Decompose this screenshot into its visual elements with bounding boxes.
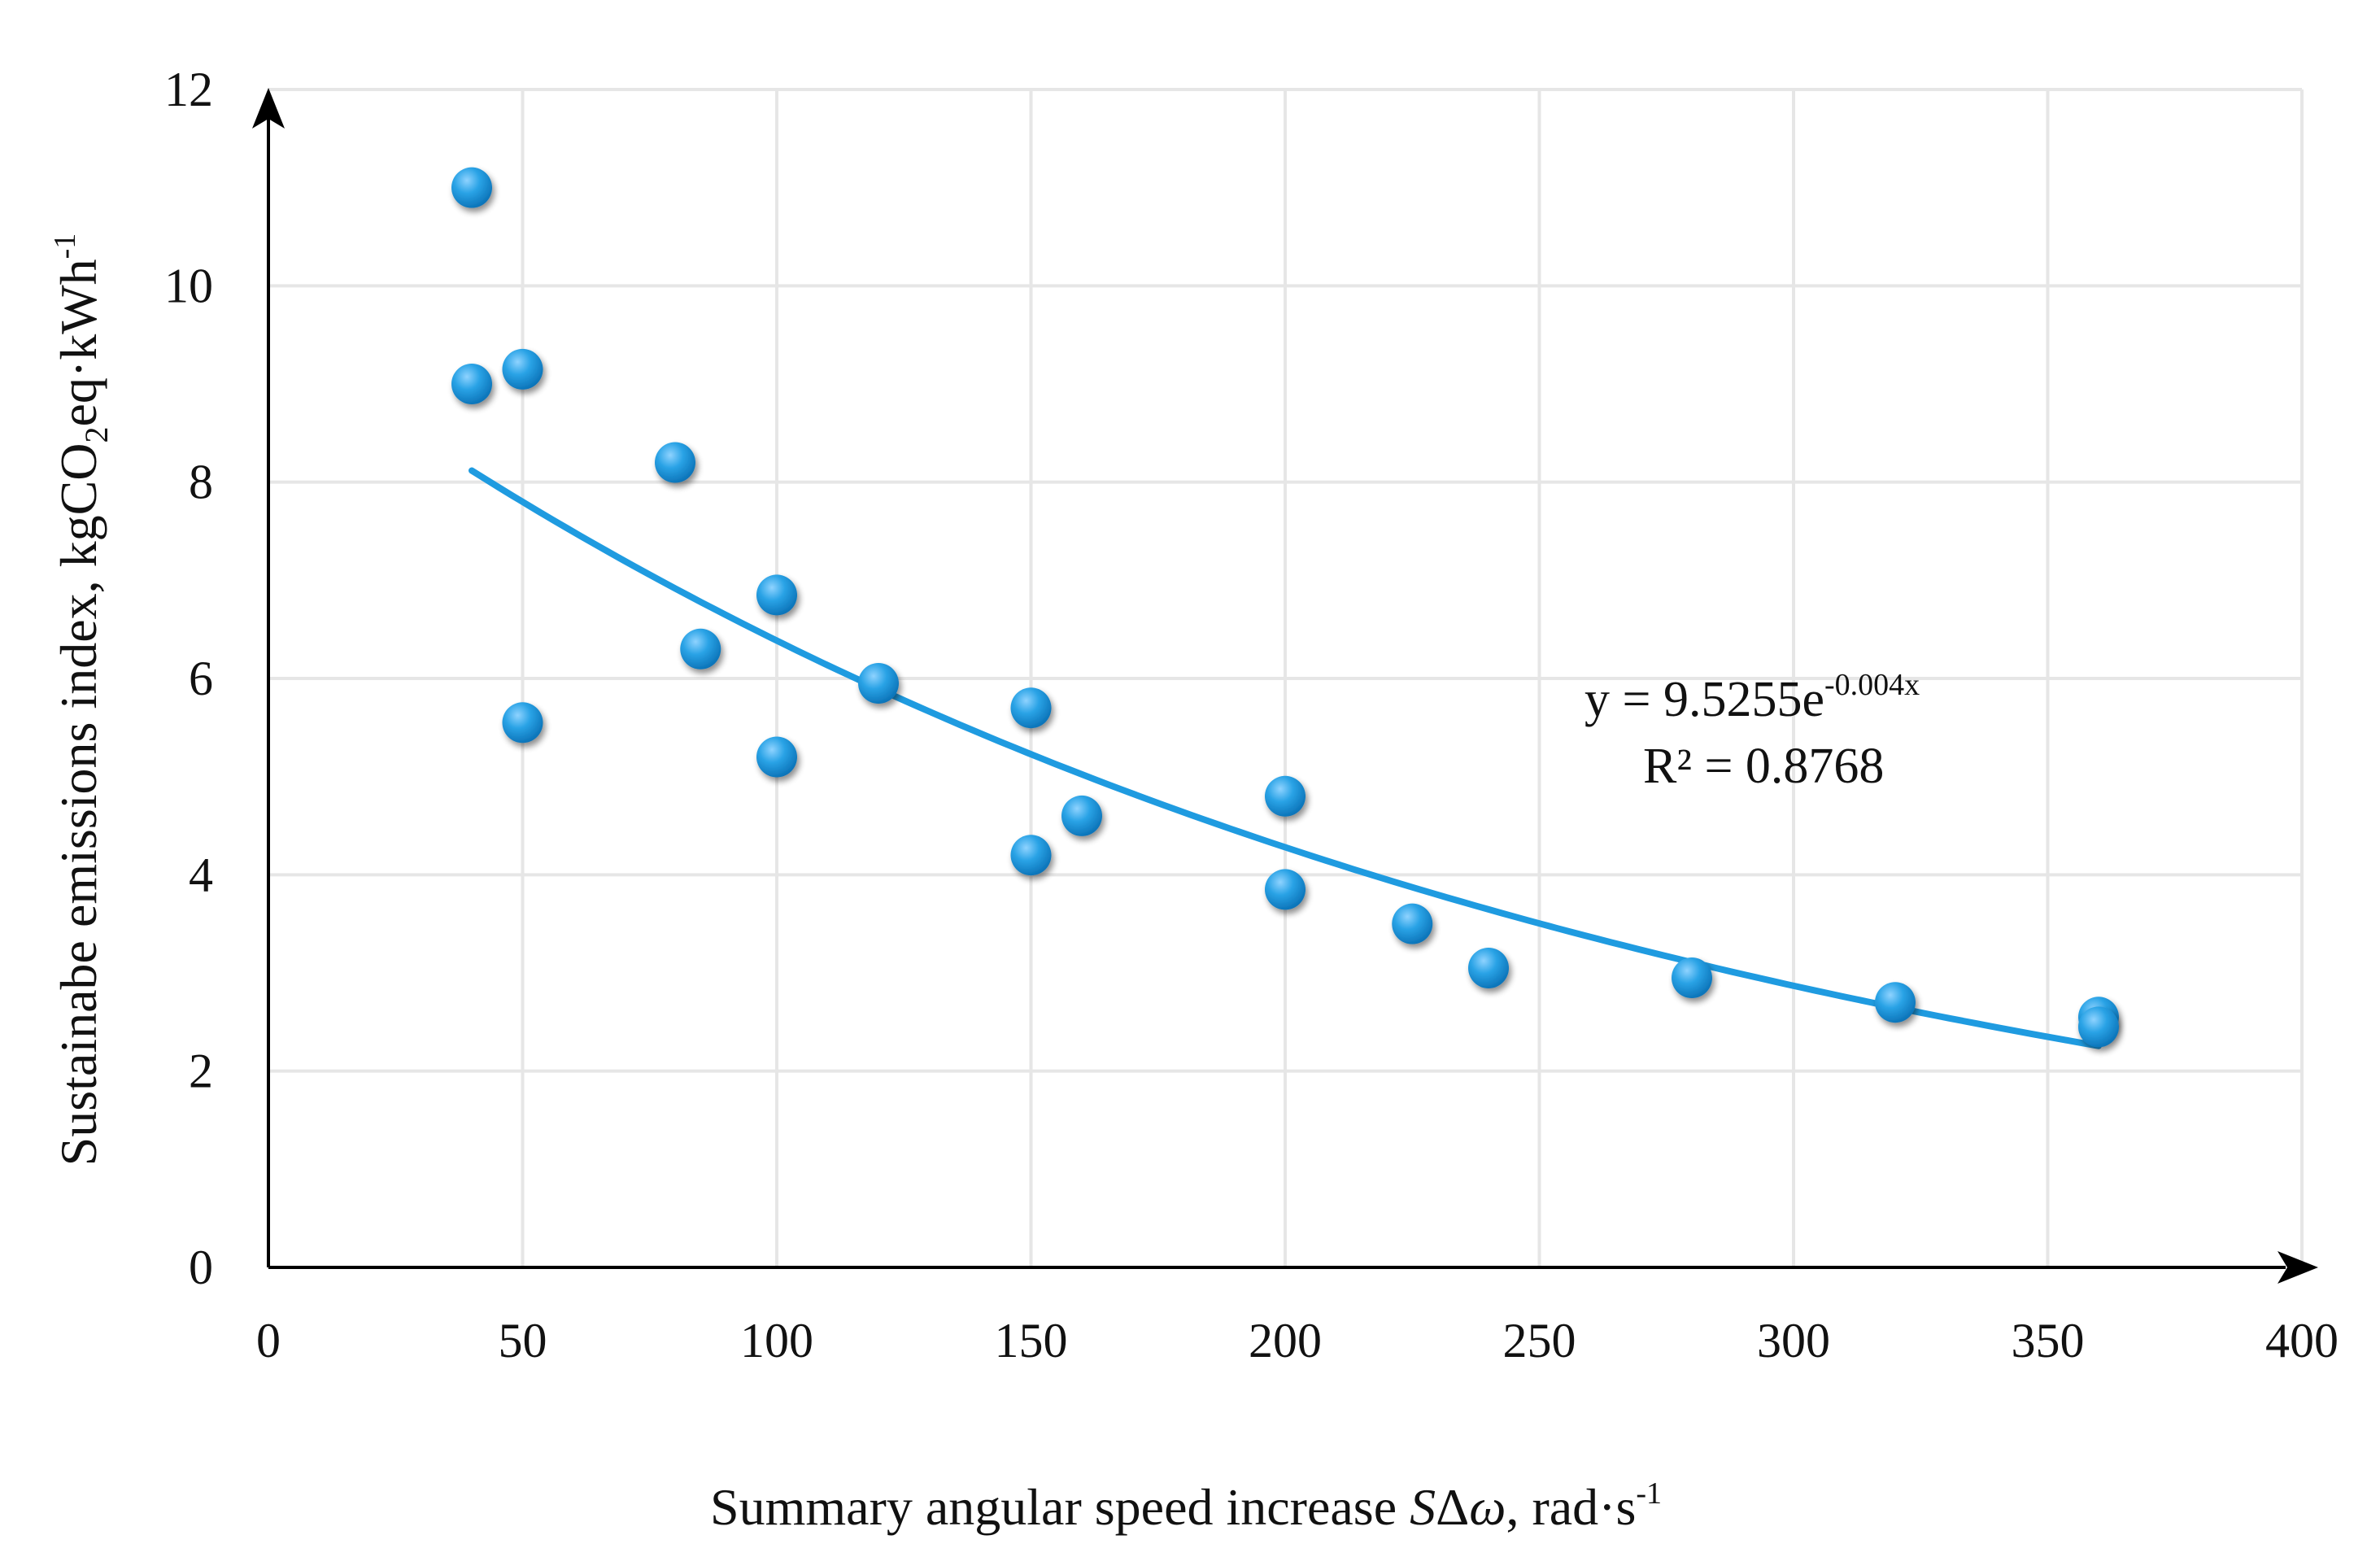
y-tick-label: 2: [189, 1045, 213, 1098]
data-point: [1875, 982, 1916, 1023]
x-tick-label: 150: [995, 1314, 1068, 1367]
x-tick-label: 0: [256, 1314, 281, 1367]
trendline: [469, 467, 2102, 1049]
data-point: [1672, 957, 1712, 999]
data-point: [1061, 795, 1102, 836]
data-point: [1468, 947, 1509, 988]
x-tick-label: 50: [499, 1314, 547, 1367]
x-tick-label: 350: [2012, 1314, 2085, 1367]
x-tick-label: 400: [2265, 1314, 2339, 1367]
data-point: [1265, 869, 1306, 910]
axes: [252, 88, 2318, 1284]
y-tick-label: 8: [189, 456, 213, 509]
x-tick-label: 250: [1503, 1314, 1576, 1367]
data-point: [655, 442, 695, 483]
y-tick-label: 6: [189, 652, 213, 705]
x-tick-label: 300: [1757, 1314, 1830, 1367]
data-point: [451, 364, 492, 404]
y-axis-title: Sustainabe emissions index, kgCO2eq·kWh-…: [48, 233, 115, 1167]
x-tick-labels: 0 50 100 150 200 250 300 350 400: [256, 1314, 2339, 1367]
data-point: [2078, 1006, 2119, 1048]
y-tick-label: 10: [164, 259, 213, 312]
data-point: [1010, 835, 1052, 876]
y-tick-label: 0: [189, 1241, 213, 1294]
x-tick-label: 200: [1249, 1314, 1322, 1367]
data-point: [756, 574, 797, 616]
data-point: [1010, 687, 1052, 729]
data-point: [1392, 903, 1433, 944]
data-points: [451, 167, 2119, 1048]
x-tick-label: 100: [740, 1314, 813, 1367]
data-point: [680, 628, 721, 669]
y-tick-labels: 0 2 4 6 8 10 12: [164, 63, 213, 1294]
trend-equation: y = 9.5255e-0.004x: [1584, 668, 1920, 727]
data-point: [451, 167, 492, 208]
data-point: [502, 702, 543, 744]
grid: [268, 88, 2304, 1267]
x-axis-title: Summary angular speed increase SΔω, rad·…: [710, 1476, 1662, 1536]
data-point: [1265, 775, 1306, 817]
y-tick-label: 12: [164, 63, 213, 116]
r-squared: R² = 0.8768: [1643, 739, 1884, 794]
data-point: [756, 736, 797, 778]
y-axis-arrow: [252, 88, 285, 129]
data-point: [858, 663, 899, 704]
y-tick-label: 4: [189, 848, 213, 901]
x-axis-arrow: [2278, 1251, 2318, 1284]
data-point: [502, 348, 543, 390]
